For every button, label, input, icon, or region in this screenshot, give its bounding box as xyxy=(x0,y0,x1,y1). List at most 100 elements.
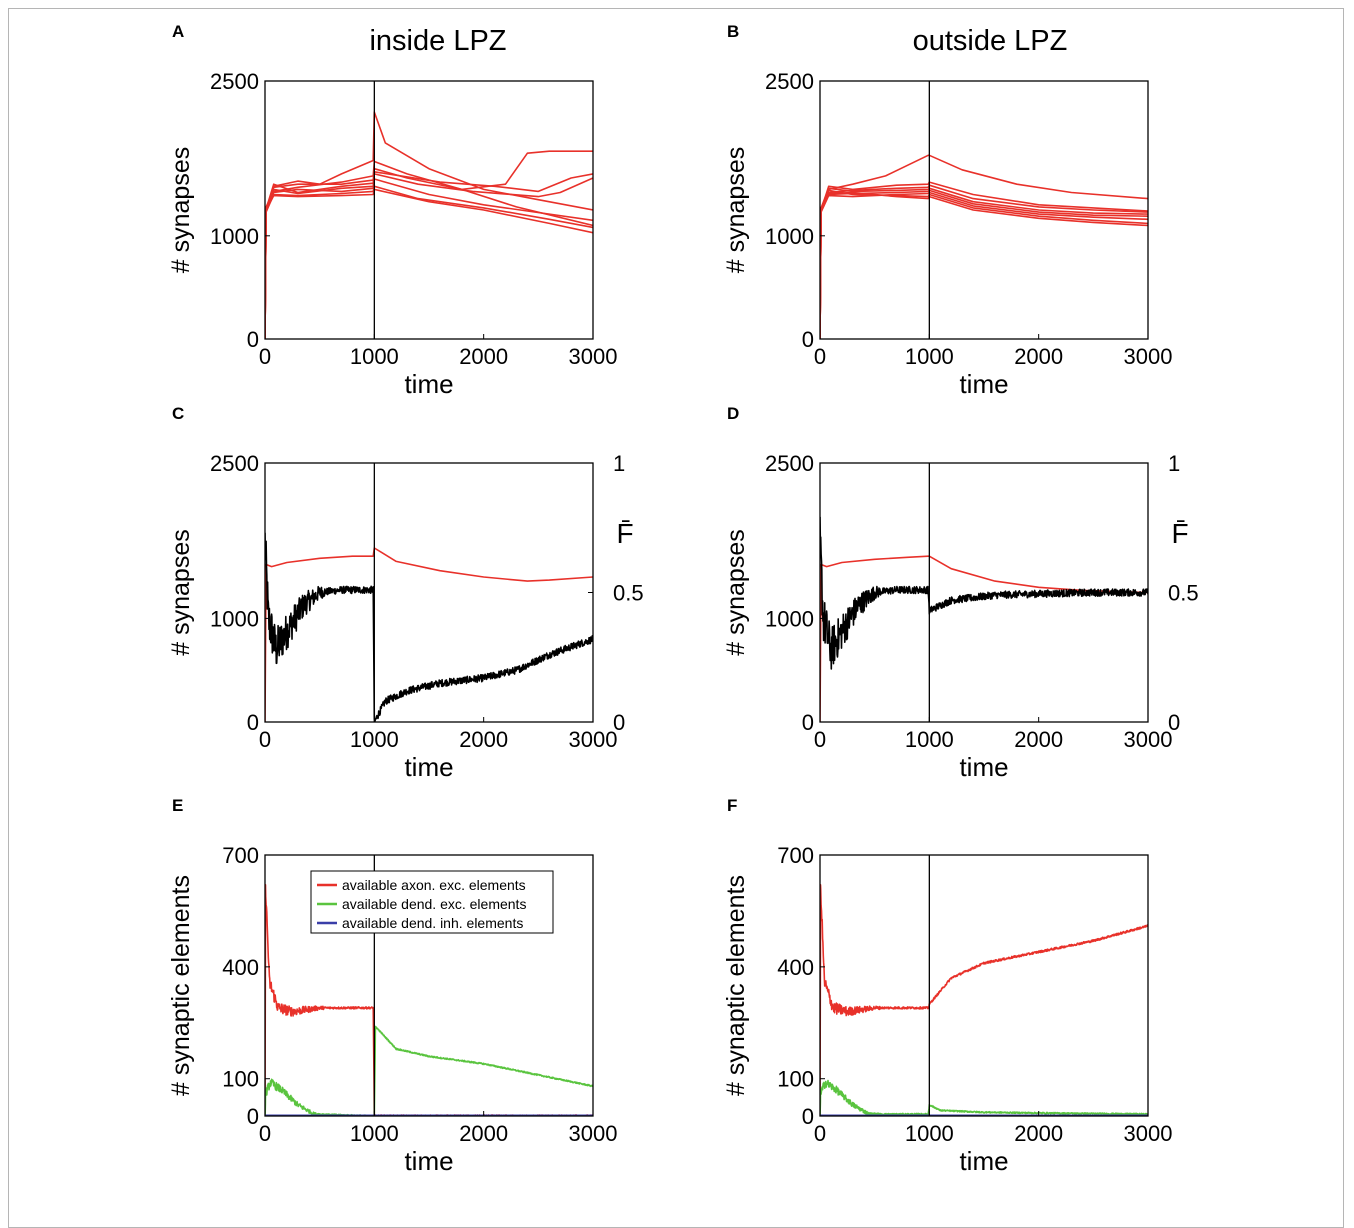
x-tick-label: 0 xyxy=(814,1121,826,1146)
legend-entry-label: available dend. inh. elements xyxy=(342,915,523,931)
x-axis-label: time xyxy=(959,369,1008,399)
y-tick-label: 1000 xyxy=(765,606,814,631)
y-axis-label: # synapses xyxy=(167,147,195,273)
panel-f: F 0 1000 2000 3000 0 100 400 700 time # synaptic e… xyxy=(722,796,1172,1176)
y-tick-label: 1000 xyxy=(765,224,814,249)
y-tick-label: 100 xyxy=(777,1067,814,1092)
x-tick-label: 2000 xyxy=(459,727,508,752)
y-tick-label: 0 xyxy=(802,327,814,352)
x-tick-label: 0 xyxy=(259,1121,271,1146)
x-tick-label: 3000 xyxy=(569,1121,618,1146)
y-axis-label: # synapses xyxy=(722,147,750,273)
series-line-red-6 xyxy=(820,191,1148,339)
y-tick-label: 0 xyxy=(247,1104,259,1129)
plot-frame xyxy=(819,854,1149,1117)
y-tick-label: 0 xyxy=(802,1104,814,1129)
panel-letter: E xyxy=(172,796,183,815)
y-tick-label: 400 xyxy=(777,955,814,980)
y-axis-label: # synapses xyxy=(722,529,750,655)
x-tick-label: 2000 xyxy=(459,1121,508,1146)
series-group xyxy=(265,111,593,339)
panel-letter: C xyxy=(172,404,184,423)
y-tick-label: 2500 xyxy=(210,451,259,476)
series-line-black-2 xyxy=(820,516,1148,670)
y2-tick-label: 0.5 xyxy=(613,581,644,606)
y-axis-label: # synaptic elements xyxy=(167,875,195,1096)
series-line-red-7 xyxy=(820,189,1148,339)
panel-letter: D xyxy=(727,404,739,423)
y-axis-label: # synaptic elements xyxy=(722,875,750,1096)
series-line-red-6 xyxy=(265,185,593,339)
y-tick-label: 400 xyxy=(222,955,259,980)
y2-tick-label: 1 xyxy=(613,451,625,476)
panel-letter: A xyxy=(172,22,184,41)
panel-b: B 0 1000 2000 3000 0 1000 2500 time # synapses xyxy=(722,22,1172,399)
y-tick-label: 700 xyxy=(777,843,814,868)
y2-axis-label: F̄ xyxy=(616,518,633,549)
legend-entry-label: available axon. exc. elements xyxy=(342,877,526,893)
x-tick-label: 0 xyxy=(814,344,826,369)
plot-frame xyxy=(264,854,594,1117)
x-tick-label: 1000 xyxy=(350,344,399,369)
series-line-green-2 xyxy=(820,1079,1148,1116)
y2-axis-label: F̄ xyxy=(1171,518,1188,549)
series-line-red-1 xyxy=(265,547,593,722)
series-group xyxy=(820,884,1148,1116)
x-tick-label: 2000 xyxy=(459,344,508,369)
y-tick-label: 0 xyxy=(247,327,259,352)
x-tick-label: 0 xyxy=(814,727,826,752)
x-tick-label: 1000 xyxy=(905,344,954,369)
x-tick-label: 1000 xyxy=(350,727,399,752)
y2-tick-label: 0 xyxy=(1168,710,1180,735)
legend-box xyxy=(310,870,554,934)
x-tick-label: 2000 xyxy=(1014,1121,1063,1146)
y2-tick-label: 1 xyxy=(1168,451,1180,476)
x-tick-label: 3000 xyxy=(569,344,618,369)
panel-a: A 0 1000 2000 3000 0 1000 2500 time # synapses xyxy=(167,22,617,399)
y-tick-label: 1000 xyxy=(210,224,259,249)
y-tick-label: 0 xyxy=(247,710,259,735)
series-line-red-4 xyxy=(265,173,593,339)
x-tick-label: 2000 xyxy=(1014,727,1063,752)
x-axis-label: time xyxy=(404,1146,453,1176)
series-line-red-1 xyxy=(820,154,1148,339)
series-line-red-7 xyxy=(265,188,593,339)
y-tick-label: 1000 xyxy=(210,606,259,631)
y-tick-label: 100 xyxy=(222,1067,259,1092)
x-axis-label: time xyxy=(404,369,453,399)
y-tick-label: 700 xyxy=(222,843,259,868)
x-tick-label: 3000 xyxy=(1124,727,1173,752)
series-group xyxy=(265,532,593,722)
column-title-inside: inside LPZ xyxy=(369,25,506,57)
plot-frame xyxy=(264,80,594,340)
x-tick-label: 0 xyxy=(259,344,271,369)
series-group xyxy=(820,516,1148,722)
y-tick-label: 2500 xyxy=(765,69,814,94)
series-line-red-5 xyxy=(265,178,593,339)
y-tick-label: 2500 xyxy=(765,451,814,476)
y-axis-label: # synapses xyxy=(167,529,195,655)
series-line-green-2 xyxy=(265,1025,593,1116)
series-line-black-2 xyxy=(265,532,593,722)
x-tick-label: 1000 xyxy=(905,1121,954,1146)
series-group xyxy=(820,154,1148,339)
x-tick-label: 1000 xyxy=(350,1121,399,1146)
series-line-red-8 xyxy=(820,191,1148,339)
panel-e: E 0 1000 2000 3000 0 100 400 700 time # synaptic e… xyxy=(167,796,617,1176)
x-tick-label: 2000 xyxy=(1014,344,1063,369)
x-axis-label: time xyxy=(404,752,453,782)
plot-frame xyxy=(819,80,1149,340)
legend: available axon. exc. elements available d… xyxy=(310,870,554,934)
x-tick-label: 3000 xyxy=(1124,344,1173,369)
column-title-outside: outside LPZ xyxy=(913,25,1068,57)
y2-tick-label: 0 xyxy=(613,710,625,735)
series-line-red-2 xyxy=(265,160,593,339)
y-tick-label: 0 xyxy=(802,710,814,735)
x-tick-label: 1000 xyxy=(905,727,954,752)
x-tick-label: 3000 xyxy=(569,727,618,752)
series-line-red-1 xyxy=(820,555,1148,722)
y-tick-label: 2500 xyxy=(210,69,259,94)
